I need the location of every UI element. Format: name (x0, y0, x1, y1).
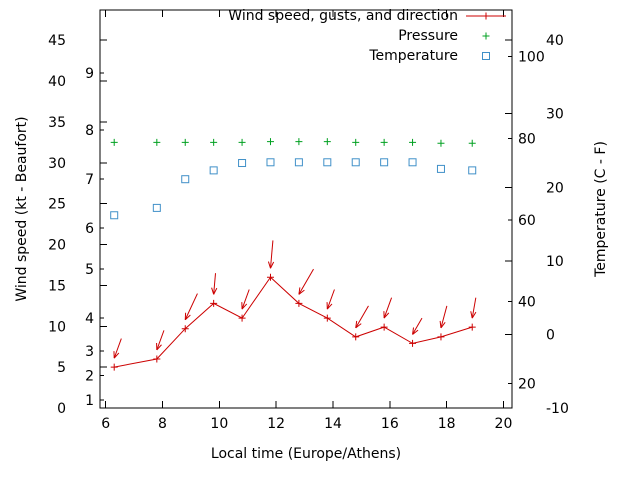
svg-text:15: 15 (48, 278, 66, 294)
svg-text:14: 14 (324, 416, 342, 432)
svg-text:9: 9 (85, 66, 94, 82)
svg-text:0: 0 (546, 327, 555, 343)
svg-text:12: 12 (267, 416, 285, 432)
svg-text:6: 6 (85, 221, 94, 237)
svg-text:16: 16 (381, 416, 399, 432)
svg-text:100: 100 (518, 50, 545, 66)
svg-text:40: 40 (48, 74, 66, 90)
svg-text:20: 20 (495, 416, 513, 432)
legend-item-temperature: Temperature (0, 46, 508, 66)
svg-text:7: 7 (85, 172, 94, 188)
svg-text:40: 40 (546, 33, 564, 49)
legend-item-pressure: Pressure (0, 26, 508, 46)
svg-text:5: 5 (85, 262, 94, 278)
svg-text:-10: -10 (546, 401, 569, 417)
legend-label-pressure: Pressure (398, 28, 458, 44)
legend-marker-pressure-icon (464, 29, 508, 43)
svg-text:6: 6 (101, 416, 110, 432)
svg-text:30: 30 (48, 156, 66, 172)
svg-text:1: 1 (85, 393, 94, 409)
svg-text:20: 20 (48, 238, 66, 254)
svg-text:30: 30 (546, 107, 564, 123)
svg-text:20: 20 (546, 180, 564, 196)
svg-text:18: 18 (438, 416, 456, 432)
legend-marker-wind-icon (464, 9, 508, 23)
svg-text:8: 8 (85, 123, 94, 139)
legend-item-wind: Wind speed, gusts, and direction (0, 6, 508, 26)
svg-text:10: 10 (210, 416, 228, 432)
legend-label-temperature: Temperature (369, 48, 458, 64)
svg-text:60: 60 (518, 213, 536, 229)
left-y-axis-title: Wind speed (kt - Beaufort) (14, 116, 30, 302)
svg-text:80: 80 (518, 131, 536, 147)
svg-text:20: 20 (518, 376, 536, 392)
right-y-axis-title: Temperature (C - F) (593, 141, 609, 277)
legend-marker-temperature-icon (464, 49, 508, 63)
svg-text:10: 10 (546, 254, 564, 270)
svg-text:3: 3 (85, 344, 94, 360)
svg-text:8: 8 (158, 416, 167, 432)
svg-text:45: 45 (48, 33, 66, 49)
svg-text:40: 40 (518, 295, 536, 311)
svg-text:2: 2 (85, 368, 94, 384)
x-axis-title: Local time (Europe/Athens) (210, 446, 402, 462)
svg-text:25: 25 (48, 197, 66, 213)
svg-text:10: 10 (48, 319, 66, 335)
svg-text:35: 35 (48, 115, 66, 131)
svg-text:0: 0 (57, 401, 66, 417)
svg-text:5: 5 (57, 360, 66, 376)
svg-text:4: 4 (85, 311, 94, 327)
legend: Wind speed, gusts, and direction Pressur… (0, 6, 508, 66)
legend-label-wind: Wind speed, gusts, and direction (228, 8, 458, 24)
